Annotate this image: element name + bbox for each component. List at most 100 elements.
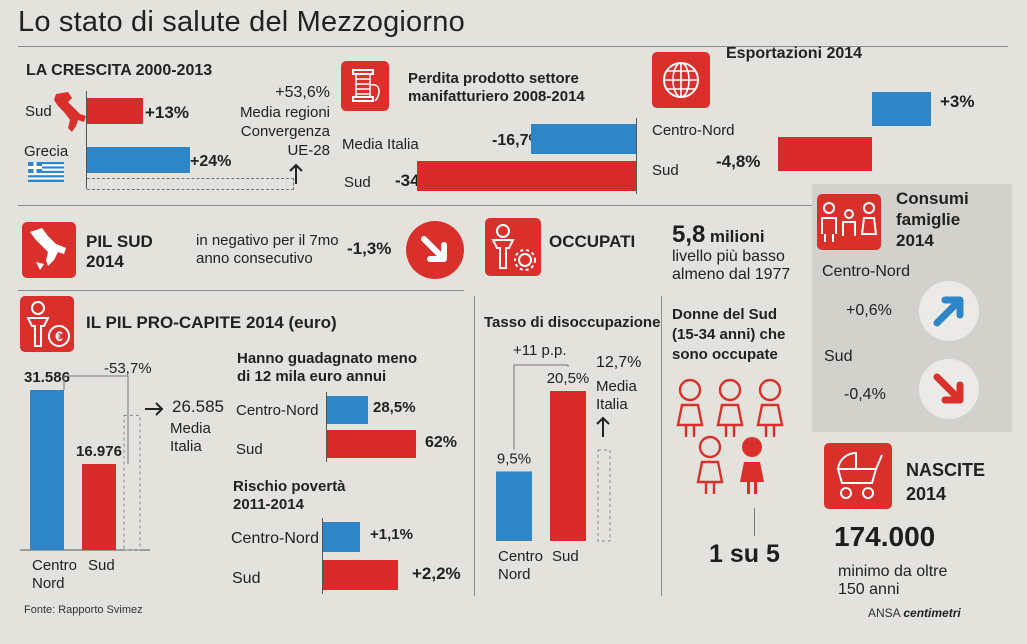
crescita-value-sud: +13% bbox=[145, 103, 189, 122]
worker-gear-icon bbox=[491, 224, 536, 271]
guadagno-bar-sud bbox=[327, 430, 416, 458]
poverta-value-sud: +2,2% bbox=[412, 564, 461, 583]
title-divider bbox=[18, 46, 1008, 47]
woman-outline-icon bbox=[676, 378, 704, 437]
ansa-credit: ANSA centimetri bbox=[868, 606, 961, 620]
disoccupazione-bracket bbox=[513, 364, 569, 450]
manifatturiero-value-italia: -16,7% bbox=[492, 132, 543, 149]
crescita-bar-grecia bbox=[87, 147, 191, 173]
poverta-axis bbox=[322, 518, 323, 594]
row-divider-1 bbox=[18, 205, 1008, 206]
crescita-note-value: +53,6% bbox=[275, 84, 330, 101]
consumi-value-sud: -0,4% bbox=[844, 386, 886, 403]
family-icon bbox=[821, 202, 878, 242]
disoccupazione-diff: +11 p.p. bbox=[513, 342, 567, 359]
thread-spool-icon bbox=[352, 69, 380, 102]
woman-outline-icon bbox=[716, 378, 744, 437]
disoccupazione-heading: Tasso di disoccupazione bbox=[484, 314, 661, 331]
italy-south-icon bbox=[30, 228, 66, 270]
manifatturiero-axis bbox=[636, 118, 637, 194]
pil-procapite-category-label: Centro Nord bbox=[32, 557, 77, 592]
pil-procapite-icon-box: € bbox=[20, 296, 74, 352]
guadagno-value-cn: 28,5% bbox=[373, 399, 416, 416]
esportazioni-value-cn: +3% bbox=[940, 92, 975, 111]
pil-procapite-reference bbox=[123, 414, 141, 551]
pil-procapite-bar bbox=[30, 390, 64, 550]
poverta-value-cn: +1,1% bbox=[370, 526, 413, 543]
globe-icon bbox=[663, 62, 699, 98]
guadagno-label-sud: Sud bbox=[236, 441, 263, 458]
nascite-heading: NASCITE 2014 bbox=[906, 460, 986, 504]
donne-ratio: 1 su 5 bbox=[709, 540, 780, 568]
pil-sud-value: -1,3% bbox=[347, 239, 392, 258]
guadagno-value-sud: 62% bbox=[425, 434, 458, 451]
nascite-text: minimo da oltre 150 anni bbox=[838, 563, 948, 598]
arrow-right-icon bbox=[145, 402, 164, 416]
italy-map-icon bbox=[54, 92, 86, 132]
esportazioni-bar-cn bbox=[872, 92, 931, 126]
poverta-bar-cn bbox=[323, 522, 361, 552]
disoccupazione-chart: 9,5% 20,5% Centro Nord Sud bbox=[496, 364, 611, 583]
arrow-down-right-icon bbox=[406, 221, 464, 279]
pil-procapite-bar-label: 16.976 bbox=[76, 443, 122, 460]
pil-procapite-category-label: Sud bbox=[88, 557, 115, 574]
pil-sud-heading: PIL SUD 2014 bbox=[86, 232, 153, 271]
page-title: Lo stato di salute del Mezzogiorno bbox=[18, 6, 465, 38]
occupati-text: livello più basso almeno dal 1977 bbox=[672, 248, 791, 283]
guadagno-label-cn: Centro-Nord bbox=[236, 402, 319, 419]
esportazioni-label-cn: Centro-Nord bbox=[652, 122, 735, 139]
disoccupazione-media-label: Media Italia bbox=[596, 378, 637, 413]
pil-procapite-chart: 31.586 16.976 Centro Nord Sud bbox=[20, 369, 150, 592]
pil-procapite-heading: IL PIL PRO-CAPITE 2014 (euro) bbox=[86, 313, 337, 332]
woman-outline-icon bbox=[756, 378, 784, 437]
esportazioni-value-sud: -4,8% bbox=[716, 152, 761, 171]
person-euro-icon: € bbox=[26, 301, 70, 347]
crescita-note-label: Media regioni Convergenza UE-28 bbox=[239, 104, 330, 159]
guadagno-heading: Hanno guadagnato meno di 12 mila euro ann… bbox=[237, 350, 417, 385]
manifatturiero-bar-italia bbox=[530, 124, 636, 154]
arrow-up-icon bbox=[289, 163, 303, 184]
crescita-reference-box bbox=[87, 178, 295, 190]
consumi-value-cn: +0,6% bbox=[846, 302, 892, 319]
pil-procapite-media-label: Media Italia bbox=[170, 420, 211, 455]
disoccupazione-media-value: 12,7% bbox=[596, 354, 642, 371]
occupati-heading: OCCUPATI bbox=[549, 232, 636, 251]
esportazioni-heading: Esportazioni 2014 bbox=[726, 45, 863, 62]
manifatturiero-label-italia: Media Italia bbox=[342, 136, 419, 153]
woman-filled-icon bbox=[740, 437, 764, 494]
woman-outline-icon bbox=[696, 435, 724, 494]
arrow-down-right-icon bbox=[919, 359, 979, 419]
nascite-icon-box bbox=[824, 443, 892, 509]
manifatturiero-label-sud: Sud bbox=[344, 174, 371, 191]
crescita-heading: LA CRESCITA 2000-2013 bbox=[26, 62, 213, 79]
col-divider-2 bbox=[661, 296, 662, 596]
poverta-label-cn: Centro-Nord bbox=[231, 530, 320, 547]
guadagno-bar-cn bbox=[327, 396, 368, 424]
col-divider-1 bbox=[474, 296, 475, 596]
disoccupazione-bar bbox=[550, 391, 586, 541]
women-pictogram bbox=[676, 378, 784, 494]
pram-icon bbox=[836, 451, 883, 499]
crescita-bar-sud bbox=[87, 98, 143, 124]
row-divider-2 bbox=[18, 290, 464, 291]
poverta-heading: Rischio povertà 2011-2014 bbox=[233, 478, 346, 513]
crescita-label-sud: Sud bbox=[25, 103, 52, 120]
manifatturiero-icon-box bbox=[341, 61, 389, 111]
disoccupazione-category-label: Centro Nord bbox=[498, 548, 543, 583]
consumi-heading: Consumi famiglie 2014 bbox=[896, 189, 969, 250]
manifatturiero-heading: Perdita prodotto settore manifatturiero 2… bbox=[408, 70, 585, 105]
pil-procapite-bracket bbox=[63, 375, 129, 465]
esportazioni-bar-sud bbox=[777, 137, 872, 171]
occupati-big: 5,8 milioni bbox=[672, 221, 765, 248]
crescita-value-grecia: +24% bbox=[190, 153, 232, 170]
guadagno-axis bbox=[326, 392, 327, 462]
esportazioni-label-sud: Sud bbox=[652, 162, 679, 179]
esportazioni-icon-box bbox=[652, 52, 710, 108]
pil-procapite-diff: -53,7% bbox=[104, 360, 152, 377]
consumi-icon-box bbox=[817, 194, 881, 250]
manifatturiero-bar-sud bbox=[416, 161, 636, 191]
disoccupazione-bar-label: 9,5% bbox=[497, 450, 531, 467]
nascite-value: 174.000 bbox=[834, 521, 936, 552]
crescita-axis bbox=[86, 91, 87, 189]
arrow-up-right-icon bbox=[919, 281, 979, 341]
